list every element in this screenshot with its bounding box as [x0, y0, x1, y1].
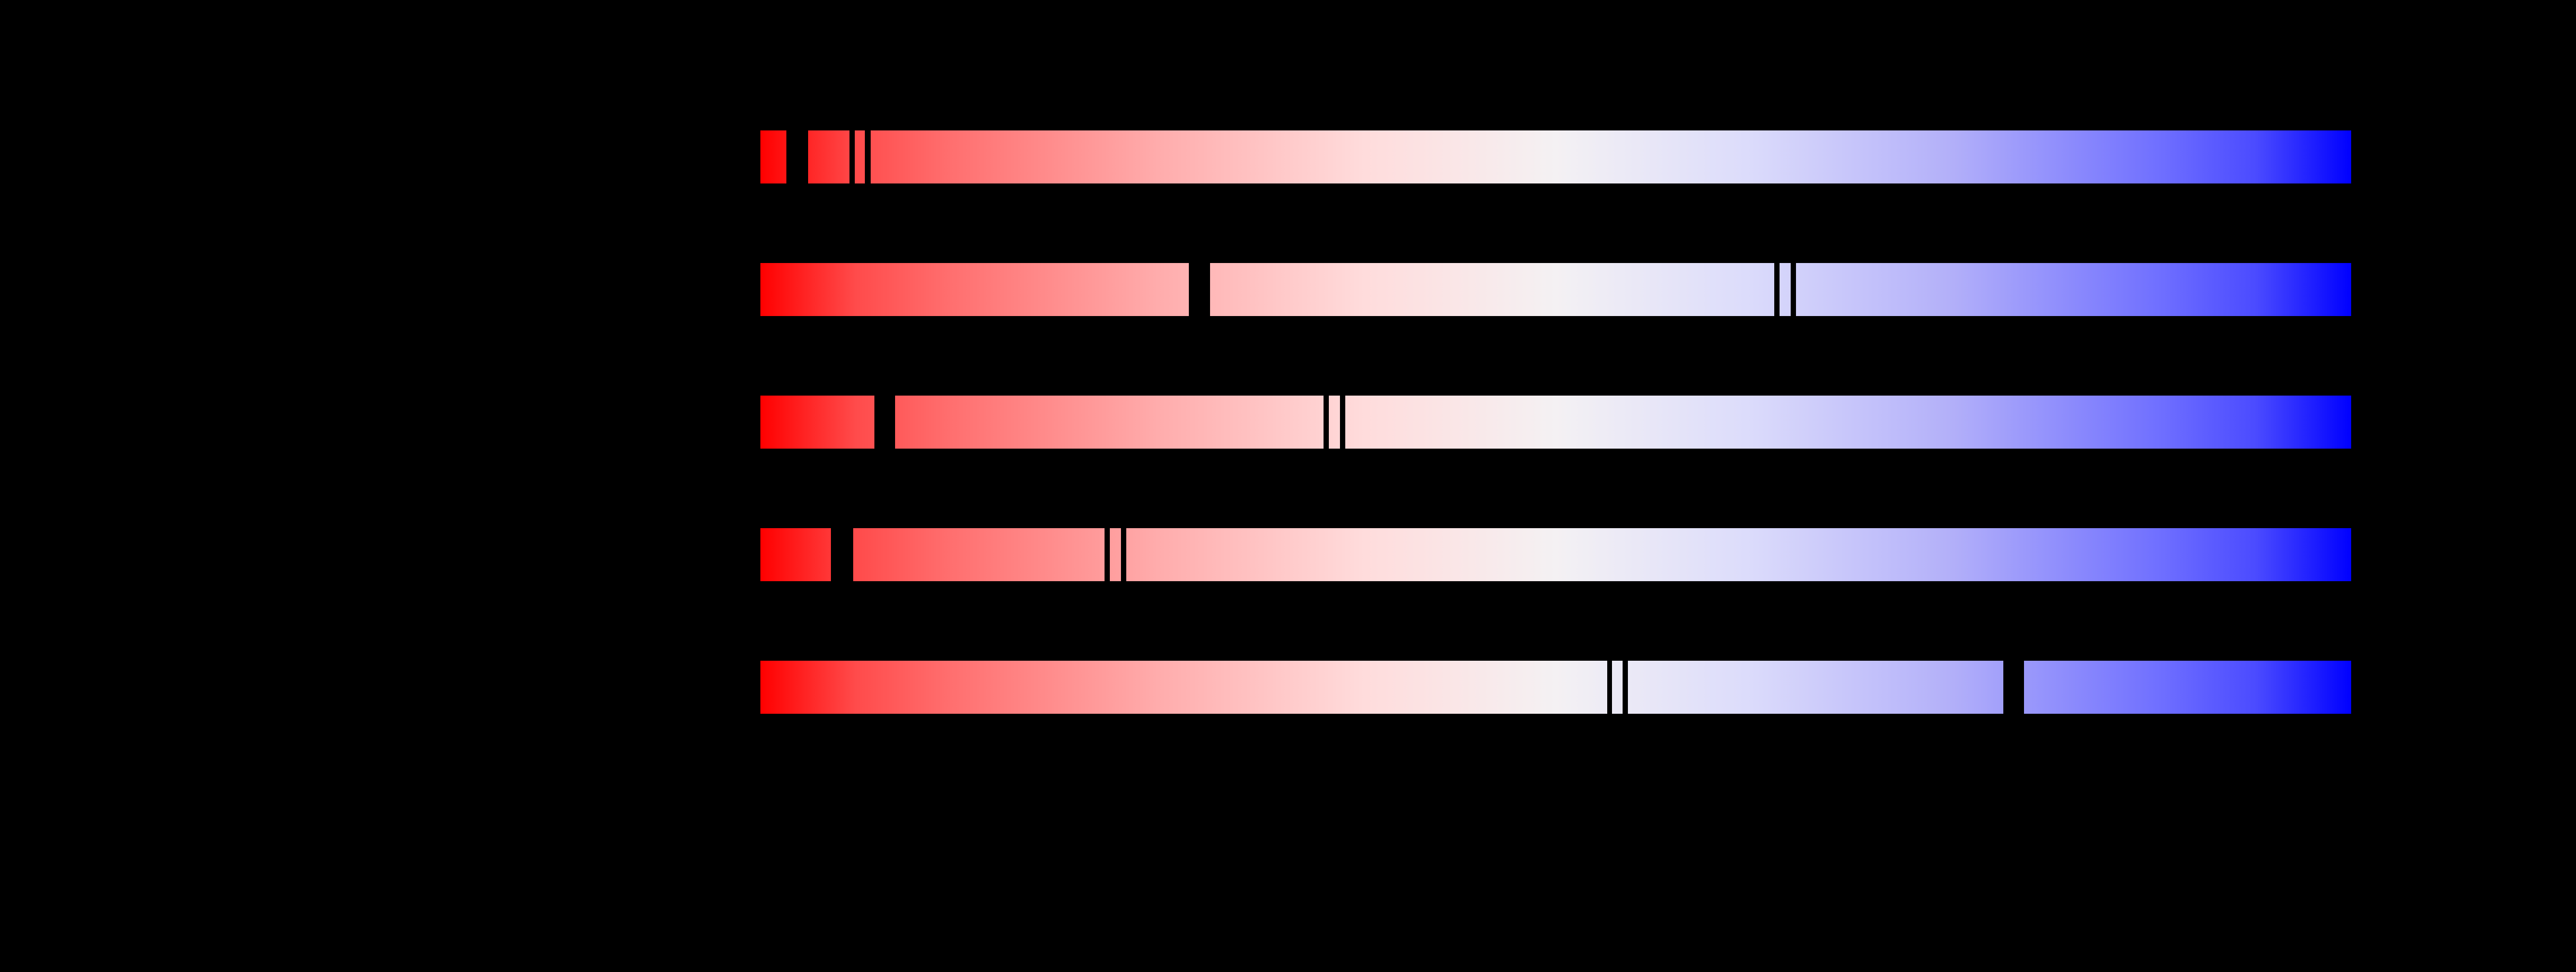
value-marker-thin: [865, 130, 871, 183]
value-marker-thick: [831, 528, 853, 581]
gradient-bar-row: [760, 130, 2351, 183]
gradient-bar-row: [760, 396, 2351, 449]
gradient-bar-row: [760, 661, 2351, 714]
value-marker-thin: [849, 130, 855, 183]
value-marker-thick: [874, 396, 895, 449]
value-marker-thin: [1121, 528, 1126, 581]
value-marker-thin: [1324, 396, 1329, 449]
value-marker-thin: [1607, 661, 1612, 714]
value-marker-thick: [786, 130, 808, 183]
gradient-bar-row: [760, 528, 2351, 581]
gradient-bar-row: [760, 263, 2351, 316]
value-marker-thin: [1623, 661, 1628, 714]
value-marker-thin: [1340, 396, 1345, 449]
value-marker-thin: [1105, 528, 1110, 581]
value-marker-thick: [2003, 661, 2024, 714]
value-marker-thin: [1791, 263, 1796, 316]
value-marker-thick: [1189, 263, 1210, 316]
value-marker-thin: [1774, 263, 1780, 316]
